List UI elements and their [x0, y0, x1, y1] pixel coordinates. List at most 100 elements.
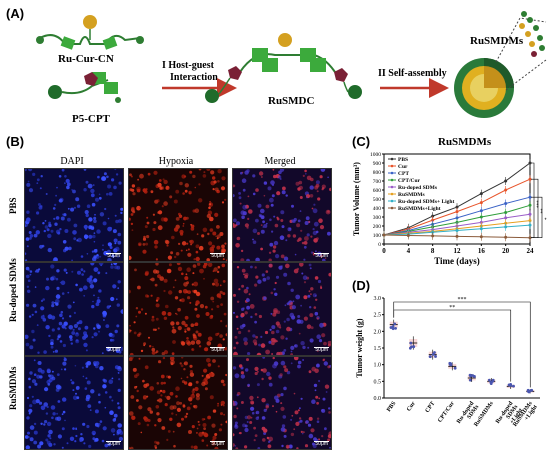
micrograph-hypoxia-1: 50μm	[128, 262, 228, 356]
data-point	[409, 341, 413, 345]
data-point	[428, 355, 432, 359]
y-tick-label: 600	[373, 188, 382, 194]
data-point	[507, 383, 511, 387]
y-tick-label: 900	[373, 161, 382, 167]
scale-bar: 50μm	[210, 253, 225, 259]
data-point	[479, 227, 483, 231]
scale-bar: 50μm	[210, 347, 225, 353]
category-label: CPT	[425, 401, 437, 414]
legend-entry: CPT	[398, 171, 409, 177]
data-point	[504, 235, 508, 239]
scale-bar: 50μm	[314, 253, 329, 259]
data-point	[528, 177, 532, 181]
x-tick-label: 16	[478, 247, 486, 255]
step1-line2: Interaction	[170, 72, 218, 83]
significance-label: **	[537, 208, 542, 214]
legend-entry: Ru-doped SDMs	[398, 185, 437, 191]
panel-b-label: (B)	[6, 134, 25, 149]
data-point	[455, 210, 459, 214]
data-point	[528, 219, 532, 223]
row-label-pbs: PBS	[8, 197, 18, 214]
data-point	[479, 209, 483, 213]
category-label-line: CPT/Cur	[437, 400, 456, 423]
y-axis-label: Tumor Volume (mm³)	[352, 162, 361, 236]
data-point	[406, 233, 410, 237]
tumor-weight-chart: 0.0 0.5 1.0 1.5 2.0 2.5 3.0 Tumor weight (g) PBS…	[355, 296, 540, 428]
data-point	[391, 327, 395, 331]
legend-entry: CPT/Cur	[398, 178, 421, 184]
legend-marker	[390, 192, 394, 196]
data-point	[410, 345, 413, 349]
x-tick-label: 24	[527, 247, 535, 255]
data-point	[479, 201, 483, 205]
data-point	[479, 192, 483, 196]
rusmdms-micelle	[454, 11, 547, 118]
data-point	[528, 223, 532, 227]
y-axis-label: Tumor weight (g)	[355, 318, 364, 377]
data-point	[469, 374, 473, 378]
ru-cur-cn-label: Ru-Cur-CN	[58, 53, 114, 65]
micrograph-dapi-1: 50μm	[24, 262, 124, 356]
y-tick-label: 2.0	[374, 329, 382, 335]
legend-marker	[390, 178, 394, 182]
panel-d-label: (D)	[352, 278, 371, 293]
y-tick-label: 700	[373, 179, 382, 185]
y-tick-label: 0.5	[374, 379, 382, 385]
data-point	[528, 161, 532, 165]
x-tick-label: 12	[454, 247, 462, 255]
significance-bracket	[531, 178, 539, 238]
panel-a-label: (A)	[6, 6, 25, 21]
x-tick-label: 4	[407, 247, 411, 255]
legend-marker	[390, 206, 394, 210]
step1-line1: I Host-guest	[162, 60, 215, 71]
data-point	[504, 179, 508, 183]
tumor-volume-chart: 0 100 200 300 400 500 600 700 800 900 1000 0 4 8 12 16 2…	[352, 152, 546, 266]
data-point	[412, 345, 416, 349]
step2-label: II Self-assembly	[378, 68, 447, 79]
col-label-merged: Merged	[264, 156, 296, 167]
y-tick-label: 3.0	[374, 296, 382, 302]
significance-label: ***	[458, 297, 467, 303]
data-point	[468, 378, 472, 382]
y-tick-label: 500	[373, 197, 382, 203]
data-point	[479, 215, 483, 219]
data-point	[431, 218, 435, 222]
y-tick-label: 0.0	[374, 396, 382, 402]
legend-marker	[390, 164, 394, 168]
y-tick-label: 1000	[370, 152, 381, 158]
micrograph-hypoxia-0: 50μm	[128, 168, 228, 262]
data-point	[434, 355, 437, 358]
y-tick-label: 1.5	[374, 346, 382, 352]
micrograph-merged-1: 50μm	[232, 262, 332, 356]
data-point	[448, 361, 452, 365]
legend-marker	[390, 199, 394, 203]
category-label-line: RuSMDMs	[473, 400, 495, 428]
p5-cpt-molecule	[48, 72, 121, 103]
legend-entry: RuSMDMs	[398, 192, 425, 198]
micrograph-hypoxia-2: 50μm	[128, 356, 228, 450]
legend-entry: PBS	[398, 157, 408, 163]
data-point	[504, 216, 508, 220]
scale-bar: 50μm	[210, 441, 225, 447]
row-label-ru-doped-sdms: Ru-doped SDMs	[8, 258, 18, 322]
data-point	[491, 380, 494, 383]
y-tick-label: 400	[373, 206, 382, 212]
y-tick-label: 1.0	[374, 363, 382, 369]
x-axis-label: Time (days)	[434, 256, 480, 266]
col-label-dapi: DAPI	[60, 156, 84, 167]
category-label: CPT/Cur	[437, 400, 456, 423]
y-tick-label: 800	[373, 170, 382, 176]
data-point	[431, 214, 435, 218]
scale-bar: 50μm	[106, 347, 121, 353]
micrograph-dapi-2: 50μm	[24, 356, 124, 450]
data-point	[479, 235, 483, 239]
scale-bar: 50μm	[314, 347, 329, 353]
category-label: PBS	[386, 400, 398, 413]
scale-bar: 50μm	[106, 253, 121, 259]
data-point	[455, 216, 459, 220]
rusmdc-label: RuSMDC	[268, 95, 315, 107]
category-label-line: PBS	[386, 400, 398, 413]
x-tick-label: 20	[502, 247, 510, 255]
significance-bracket	[393, 309, 512, 382]
legend-marker	[390, 157, 394, 161]
